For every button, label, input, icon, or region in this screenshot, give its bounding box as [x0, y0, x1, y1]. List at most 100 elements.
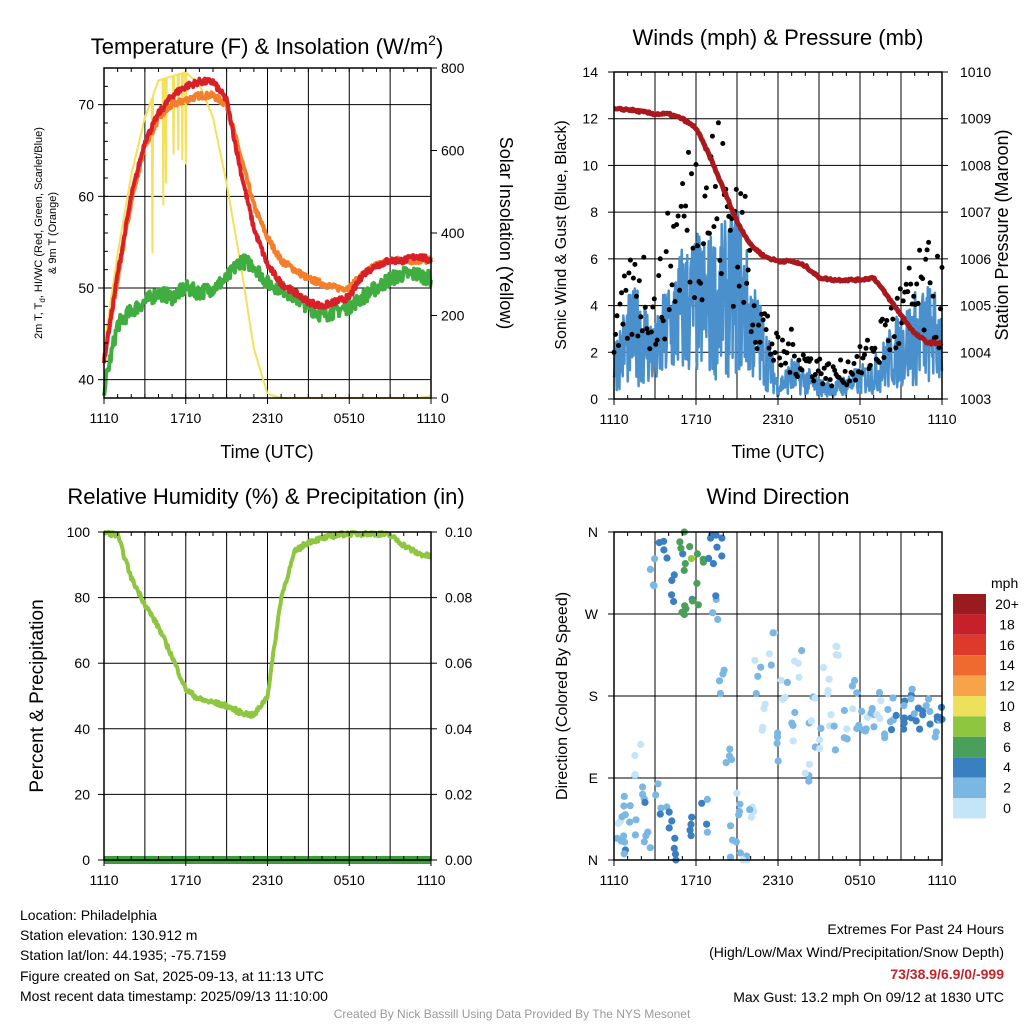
- gust-point: [653, 341, 659, 347]
- gust-point: [884, 318, 890, 323]
- gust-point: [736, 283, 742, 289]
- direction-point: [816, 736, 824, 744]
- direction-point: [715, 677, 724, 685]
- y-tick-label: N: [588, 852, 598, 868]
- gust-point: [914, 281, 920, 287]
- direction-point: [908, 685, 916, 693]
- humidity-x-axis: 1110 1710 2310 0510 1110: [89, 532, 446, 888]
- direction-point: [789, 737, 797, 745]
- direction-point: [825, 675, 833, 683]
- direction-point: [801, 769, 809, 777]
- gust-point: [668, 263, 674, 269]
- gust-point: [632, 261, 638, 267]
- x-tick-label: 0510: [334, 410, 365, 426]
- colorbar-swatch: [953, 594, 986, 615]
- gust-point: [787, 369, 793, 375]
- direction-point: [626, 818, 634, 826]
- gust-point: [790, 342, 796, 347]
- direction-point: [657, 804, 665, 812]
- direction-point: [849, 705, 857, 713]
- direction-point: [840, 706, 849, 715]
- direction-point: [926, 707, 934, 716]
- direction-point: [767, 661, 775, 669]
- direction-point: [677, 544, 685, 552]
- direction-point: [620, 802, 628, 810]
- direction-point: [827, 711, 835, 719]
- gust-point: [616, 343, 621, 348]
- direction-point: [718, 534, 726, 542]
- direction-point: [665, 824, 673, 832]
- gust-point: [882, 322, 888, 328]
- colorbar-swatch: [953, 736, 986, 758]
- gust-point: [853, 377, 858, 383]
- gust-point: [623, 287, 629, 293]
- direction-point: [843, 725, 851, 733]
- gust-point: [753, 339, 759, 345]
- temperature-panel: Temperature (F) & Insolation (W/m2) 40 50…: [33, 32, 516, 462]
- direction-point: [693, 550, 702, 558]
- gust-point: [718, 271, 724, 277]
- gust-point: [717, 257, 723, 263]
- humidity-title: Relative Humidity (%) & Precipitation (i…: [67, 484, 464, 509]
- x-tick-label: 1710: [680, 411, 711, 427]
- direction-point: [679, 550, 687, 558]
- humidity-grid: [104, 532, 431, 860]
- gust-point: [768, 351, 773, 357]
- y2-tick-label: 0.06: [445, 655, 472, 671]
- direction-point: [689, 596, 697, 605]
- x-tick-label: 1710: [170, 410, 201, 426]
- direction-point: [641, 798, 649, 807]
- gust-point: [735, 264, 741, 270]
- gust-point: [785, 341, 791, 347]
- colorbar-swatch: [953, 675, 986, 696]
- gust-point: [829, 383, 835, 389]
- y-tick-label: 60: [74, 655, 90, 671]
- y-tick-label: W: [585, 606, 599, 622]
- temperature-y-axis-label-line2: & 9m T (Orange): [47, 192, 59, 274]
- gust-point: [730, 303, 736, 309]
- direction-point: [681, 602, 689, 610]
- gust-point: [638, 314, 644, 320]
- gust-point: [862, 352, 867, 358]
- gust-point: [715, 120, 721, 126]
- direction-point: [795, 673, 803, 681]
- winds-title: Winds (mph) & Pressure (mb): [633, 25, 924, 50]
- direction-point: [773, 733, 782, 741]
- direction-point: [614, 819, 622, 828]
- gust-point: [827, 377, 833, 383]
- y-tick-label: 6: [590, 251, 598, 267]
- gust-point: [642, 304, 648, 310]
- direction-point: [840, 734, 848, 742]
- gust-point: [894, 295, 900, 301]
- direction-point: [637, 740, 645, 749]
- direction-point: [819, 664, 828, 672]
- gust-point: [808, 356, 814, 362]
- direction-point: [621, 811, 629, 819]
- gust-point: [905, 289, 911, 295]
- gust-point: [624, 335, 630, 341]
- recent-timestamp: Most recent data timestamp: 2025/09/13 1…: [20, 987, 328, 1004]
- direction-point: [688, 813, 696, 821]
- y-tick-label: 0: [590, 391, 598, 407]
- gust-point: [760, 317, 766, 323]
- direction-point: [620, 838, 629, 846]
- direction-point: [718, 552, 726, 560]
- direction-point: [722, 759, 730, 767]
- gust-point: [636, 278, 642, 284]
- gust-point: [663, 249, 669, 255]
- colorbar-label: 4: [1003, 759, 1011, 775]
- gust-point: [935, 253, 940, 259]
- temperature-series: [102, 71, 433, 399]
- gust-point: [915, 300, 921, 306]
- insolation-y-axis-label: Solar Insolation (Yellow): [496, 137, 516, 329]
- direction-point: [751, 656, 759, 664]
- direction-point: [640, 838, 648, 846]
- direction-point: [726, 745, 734, 753]
- y2-tick-label: 600: [441, 143, 465, 159]
- gust-point: [619, 290, 624, 296]
- gust-point: [811, 378, 817, 384]
- direction-point: [887, 726, 896, 734]
- gust-point: [812, 372, 818, 377]
- direction-point: [783, 678, 792, 687]
- x-tick-label: 2310: [762, 411, 793, 427]
